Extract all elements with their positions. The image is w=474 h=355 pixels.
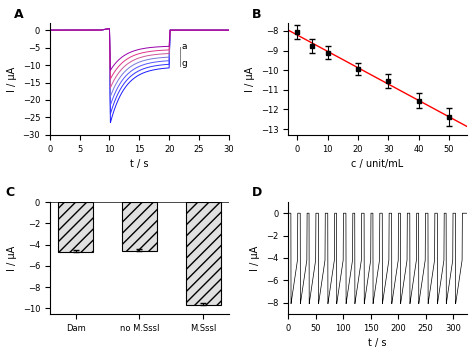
Text: B: B <box>252 7 262 21</box>
Y-axis label: I / μA: I / μA <box>245 66 255 92</box>
X-axis label: t / s: t / s <box>368 338 387 348</box>
Bar <box>58 202 93 252</box>
Y-axis label: I / μA: I / μA <box>7 245 17 271</box>
Text: C: C <box>5 186 14 200</box>
Bar <box>122 202 157 251</box>
X-axis label: c / unit/mL: c / unit/mL <box>351 159 404 169</box>
Y-axis label: I / μA: I / μA <box>250 245 260 271</box>
Text: a: a <box>181 42 187 51</box>
Text: D: D <box>252 186 263 200</box>
Text: g: g <box>181 59 187 68</box>
Text: A: A <box>14 7 24 21</box>
Bar <box>185 202 221 305</box>
Y-axis label: I / μA: I / μA <box>7 66 17 92</box>
X-axis label: t / s: t / s <box>130 159 148 169</box>
